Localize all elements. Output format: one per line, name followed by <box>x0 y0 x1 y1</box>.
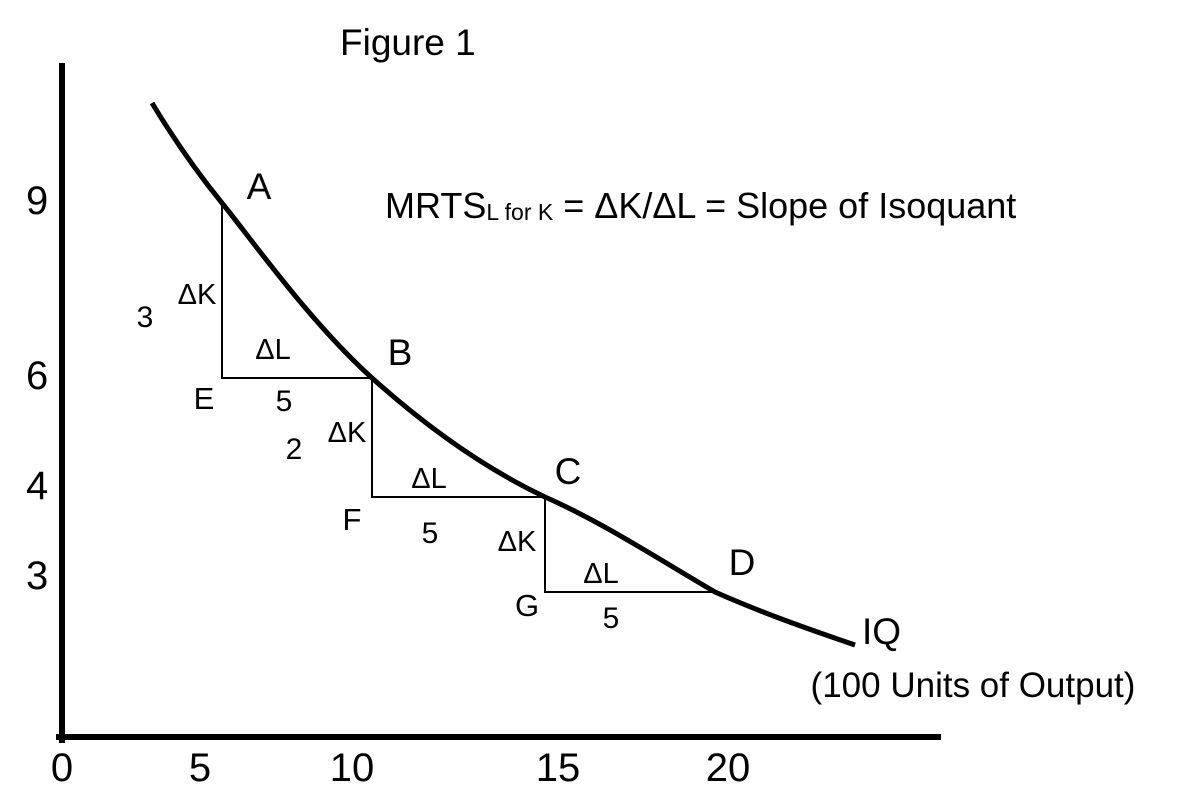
step2-dk-label: ΔK <box>327 417 367 449</box>
mrts-formula-subscript: L for K <box>486 199 554 225</box>
step2-dl-label: ΔL <box>411 463 447 495</box>
iq-curve-label: IQ <box>862 611 902 652</box>
figure-title: Figure 1 <box>340 22 476 63</box>
step1-dl-label: ΔL <box>255 334 291 366</box>
step3-dl-label: ΔL <box>583 558 619 590</box>
point-label-b: B <box>387 332 413 373</box>
step3-dl-value: 5 <box>602 602 620 635</box>
x-tick-0: 0 <box>50 746 74 790</box>
step3-dk-label: ΔK <box>497 526 537 558</box>
point-label-c: C <box>554 451 582 492</box>
corner-label-f: F <box>342 502 362 537</box>
step1-dk-value: 3 <box>136 301 154 334</box>
y-tick-9: 9 <box>26 179 49 223</box>
iq-curve-sublabel: (100 Units of Output) <box>810 666 1136 705</box>
point-label-d: D <box>728 542 756 583</box>
step-triangle-cgd <box>544 497 715 593</box>
mrts-formula: MRTSL for K = ΔK/ΔL = Slope of Isoquant <box>385 188 1016 224</box>
isoquant-curve <box>149 101 856 648</box>
y-tick-6: 6 <box>26 354 49 398</box>
x-tick-5: 5 <box>188 746 212 790</box>
mrts-formula-rest: = ΔK/ΔL = Slope of Isoquant <box>553 185 1017 226</box>
x-tick-10: 10 <box>329 746 375 790</box>
mrts-formula-base: MRTS <box>385 185 487 226</box>
x-tick-15: 15 <box>535 746 581 790</box>
step-triangle-bfc <box>371 378 545 498</box>
corner-label-e: E <box>193 381 215 416</box>
step2-dk-value: 2 <box>285 433 303 466</box>
step-triangle-aeb <box>221 203 372 379</box>
y-tick-3: 3 <box>26 554 49 598</box>
step1-dk-label: ΔK <box>177 279 217 311</box>
step2-dl-value: 5 <box>421 517 439 550</box>
point-label-a: A <box>246 166 272 207</box>
y-tick-4: 4 <box>26 464 49 508</box>
step1-dl-value: 5 <box>275 385 293 418</box>
x-tick-20: 20 <box>705 746 751 790</box>
corner-label-g: G <box>514 588 540 623</box>
